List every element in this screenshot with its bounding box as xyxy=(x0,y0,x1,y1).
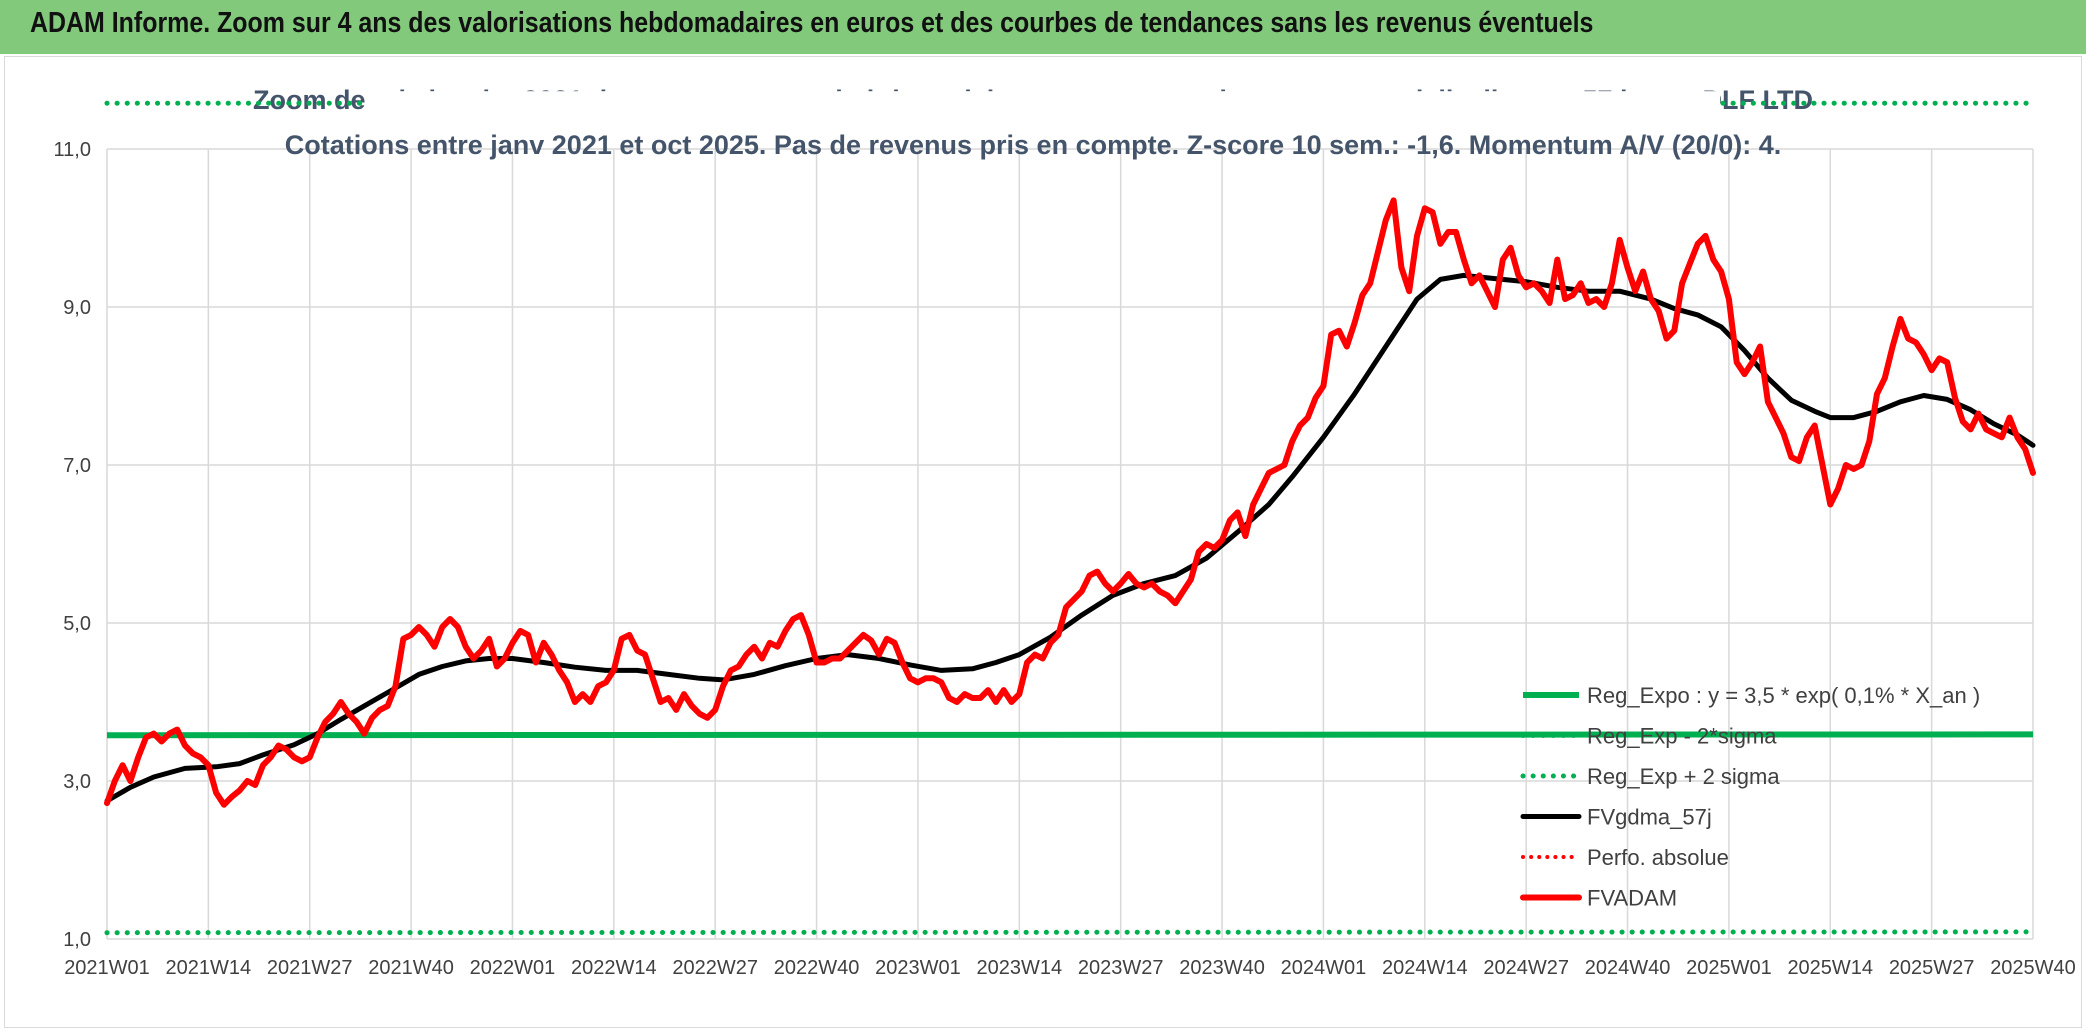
x-axis: 2021W01 2021W14 2021W27 2021W40 2022W01 2022W… xyxy=(64,957,2076,979)
series-line-reg-expo-y-3-5-exp-0-1-x-an xyxy=(106,731,2034,739)
x-tick-label: 2024W01 xyxy=(1281,957,1367,979)
x-tick-label: 2025W14 xyxy=(1787,957,1873,979)
series-line-fvadam xyxy=(104,197,2036,808)
x-tick-label: 2022W40 xyxy=(774,957,860,979)
x-tick-label: 2022W01 xyxy=(470,957,556,979)
header-banner: ADAM Informe. Zoom sur 4 ans des valoris… xyxy=(0,0,2086,54)
x-tick-label: 2023W40 xyxy=(1179,957,1265,979)
x-tick-label: 2022W27 xyxy=(672,957,758,979)
legend-label: Perfo. absolue xyxy=(1587,845,1729,870)
y-tick-label: 9,0 xyxy=(63,297,91,319)
gridlines xyxy=(106,148,2034,940)
page-title: ADAM Informe. Zoom sur 4 ans des valoris… xyxy=(30,7,1594,39)
x-tick-label: 2023W27 xyxy=(1078,957,1164,979)
x-tick-label: 2022W14 xyxy=(571,957,657,979)
x-tick-label: 2021W01 xyxy=(64,957,150,979)
line-chart: Zoom depuis janvier 2021 des cours moyen… xyxy=(54,85,2076,979)
legend-label: Reg_Exp - 2*sigma xyxy=(1587,724,1777,749)
x-tick-label: 2021W40 xyxy=(368,957,454,979)
series-line-fvgdma-57j xyxy=(104,272,2036,804)
chart-area: Zoom depuis janvier 2021 des cours moyen… xyxy=(4,56,2082,1028)
series-lines xyxy=(104,91,2036,936)
y-axis: 1,0 3,0 5,0 7,0 9,0 11,0 xyxy=(54,139,91,951)
x-tick-label: 2024W40 xyxy=(1585,957,1671,979)
x-tick-label: 2021W27 xyxy=(267,957,353,979)
legend-label: Reg_Expo : y = 3,5 * exp( 0,1% * X_an ) xyxy=(1587,683,1980,708)
x-tick-label: 2023W01 xyxy=(875,957,961,979)
x-tick-label: 2025W01 xyxy=(1686,957,1772,979)
title-backdrop xyxy=(365,91,1720,116)
x-tick-label: 2023W14 xyxy=(977,957,1063,979)
x-tick-label: 2025W40 xyxy=(1990,957,2076,979)
y-tick-label: 11,0 xyxy=(54,139,91,161)
y-tick-label: 5,0 xyxy=(63,613,91,635)
series-line-reg-exp-2-sigma xyxy=(104,929,2036,936)
legend: Reg_Expo : y = 3,5 * exp( 0,1% * X_an ) R… xyxy=(1520,683,1980,911)
legend-label: FVADAM xyxy=(1587,886,1677,911)
y-tick-label: 1,0 xyxy=(63,929,91,951)
y-tick-label: 3,0 xyxy=(63,771,91,793)
y-tick-label: 7,0 xyxy=(63,455,91,477)
x-tick-label: 2024W14 xyxy=(1382,957,1468,979)
x-tick-label: 2024W27 xyxy=(1483,957,1569,979)
legend-label: FVgdma_57j xyxy=(1587,805,1712,830)
x-tick-label: 2025W27 xyxy=(1889,957,1975,979)
legend-label: Reg_Exp + 2 sigma xyxy=(1587,764,1780,789)
x-tick-label: 2021W14 xyxy=(166,957,252,979)
chart-title-line-2: Cotations entre janv 2021 et oct 2025. P… xyxy=(285,130,1782,160)
